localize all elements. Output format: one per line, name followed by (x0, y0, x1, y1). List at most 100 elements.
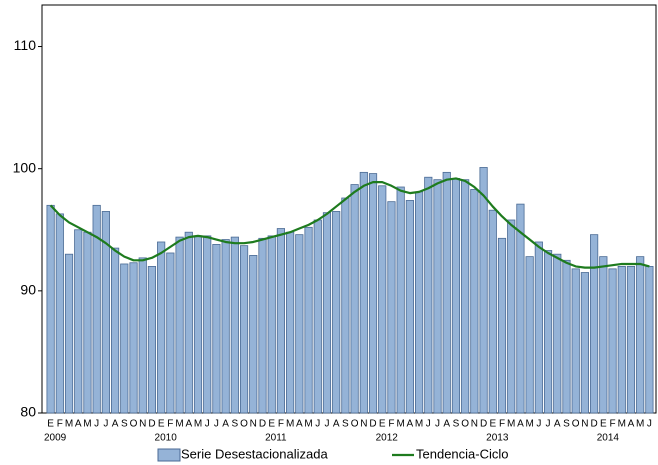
x-tick-label: M (65, 419, 73, 430)
bar (46, 204, 55, 414)
bar (497, 237, 507, 414)
bar (534, 241, 543, 414)
x-tick-label: J (647, 419, 652, 430)
x-tick-label: D (480, 419, 487, 430)
bar (571, 268, 580, 414)
bar (433, 179, 442, 414)
x-tick-label: A (333, 419, 340, 430)
bar (138, 257, 147, 414)
bar (111, 247, 120, 414)
y-tick-label: 110 (14, 37, 37, 53)
bar (267, 235, 276, 414)
x-tick-label: N (471, 419, 478, 430)
bar (368, 173, 378, 414)
x-tick-label: O (240, 419, 248, 430)
bar (608, 268, 617, 414)
bar (359, 171, 368, 414)
x-tick-label: J (315, 419, 320, 430)
x-tick-label: E (158, 419, 165, 430)
bar (488, 209, 497, 414)
x-tick-label: D (591, 419, 598, 430)
year-label: 2012 (376, 433, 399, 444)
x-tick-label: D (259, 419, 266, 430)
x-tick-label: S (232, 419, 239, 430)
bar (193, 235, 203, 414)
bar (55, 213, 64, 414)
bar (516, 203, 525, 414)
x-tick-label: M (507, 419, 515, 430)
bar (147, 266, 157, 414)
x-tick-label: J (103, 419, 108, 430)
bar (175, 236, 184, 414)
x-tick-label: N (581, 419, 588, 430)
x-tick-label: A (517, 419, 524, 430)
x-tick-label: J (324, 419, 329, 430)
x-tick-label: J (536, 419, 541, 430)
bar (74, 229, 83, 414)
x-tick-label: O (351, 419, 359, 430)
x-tick-label: M (194, 419, 202, 430)
bar (166, 252, 175, 414)
bar (83, 231, 92, 414)
bar (304, 226, 313, 414)
x-tick-label: M (304, 419, 312, 430)
bar (405, 200, 414, 414)
legend-label: Tendencia-Ciclo (416, 446, 509, 461)
bar (424, 176, 433, 414)
x-tick-label: A (628, 419, 635, 430)
x-tick-label: D (369, 419, 376, 430)
x-tick-label: J (214, 419, 219, 430)
x-tick-label: S (121, 419, 128, 430)
bar (645, 266, 654, 414)
bar (396, 186, 405, 414)
bar (295, 234, 304, 414)
x-tick-label: M (175, 419, 183, 430)
bar (157, 241, 166, 414)
bar (221, 239, 230, 414)
x-tick-label: E (268, 419, 275, 430)
x-tick-label: F (388, 419, 394, 430)
bar (120, 263, 129, 414)
bar (387, 201, 396, 414)
x-tick-label: M (618, 419, 626, 430)
bar (543, 250, 553, 414)
x-tick-label: F (57, 419, 63, 430)
bar (442, 171, 451, 414)
x-tick-label: E (489, 419, 496, 430)
x-tick-label: F (278, 419, 284, 430)
trend-line (49, 177, 650, 269)
x-tick-label: A (554, 419, 561, 430)
x-tick-label: M (83, 419, 91, 430)
year-label: 2013 (486, 433, 509, 444)
bar (470, 189, 479, 414)
x-tick-label: J (94, 419, 99, 430)
x-tick-label: J (546, 419, 551, 430)
bar (258, 237, 267, 414)
x-tick-label: N (360, 419, 367, 430)
bar (350, 184, 359, 414)
x-tick-label: S (563, 419, 570, 430)
bar (617, 266, 626, 414)
x-tick-label: O (572, 419, 580, 430)
bar (230, 236, 239, 414)
bar (341, 197, 350, 414)
y-tick-label: 80 (20, 404, 36, 420)
bar (562, 259, 571, 414)
bar (322, 212, 332, 414)
x-tick-label: E (600, 419, 607, 430)
bar (599, 256, 608, 414)
year-label: 2014 (597, 433, 620, 444)
y-tick-label: 90 (20, 282, 36, 298)
x-tick-label: A (75, 419, 82, 430)
year-label: 2010 (155, 433, 178, 444)
bar (590, 234, 599, 414)
x-tick-label: M (636, 419, 644, 430)
bar (507, 219, 516, 414)
x-tick-label: A (443, 419, 450, 430)
x-tick-label: M (525, 419, 533, 430)
y-tick-label: 100 (13, 159, 37, 175)
legend-label: Serie Desestacionalizada (181, 446, 328, 461)
x-tick-label: J (205, 419, 210, 430)
x-tick-label: A (407, 419, 414, 430)
